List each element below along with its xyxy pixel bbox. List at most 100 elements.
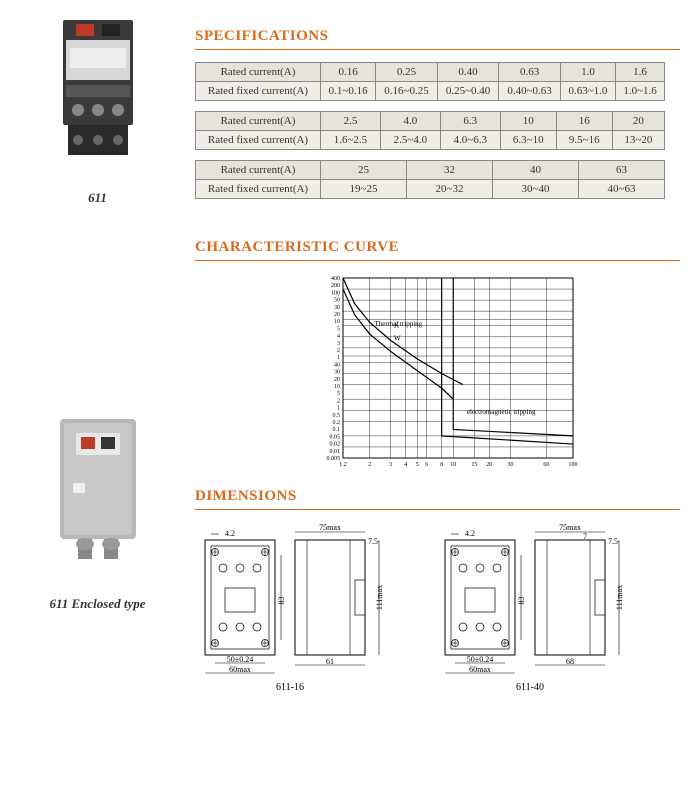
svg-text:7.5: 7.5 — [368, 537, 378, 546]
svg-text:2: 2 — [368, 462, 371, 468]
svg-text:75max: 75max — [319, 523, 341, 532]
svg-text:20: 20 — [334, 312, 340, 318]
svg-text:68: 68 — [566, 657, 574, 666]
svg-text:50±0.24: 50±0.24 — [227, 655, 253, 664]
heading-curve: CHARACTERISTIC CURVE — [195, 239, 680, 261]
spec-row-label: Rated current(A) — [196, 63, 321, 82]
spec-table: Rated current(A)0.160.250.400.631.01.6 Ra… — [195, 62, 665, 101]
svg-text:10: 10 — [450, 462, 456, 468]
svg-text:3: 3 — [389, 462, 392, 468]
spec-cell: 0.25 — [376, 63, 438, 82]
spec-cell: 0.1~0.16 — [321, 82, 376, 101]
spec-row-label: Rated fixed current(A) — [196, 131, 321, 150]
specifications-tables: Rated current(A)0.160.250.400.631.01.6Ra… — [195, 62, 680, 199]
spec-cell: 2.5~4.0 — [380, 131, 440, 150]
svg-text:4: 4 — [337, 334, 340, 340]
spec-row-label: Rated current(A) — [196, 112, 321, 131]
svg-text:5: 5 — [337, 326, 340, 332]
svg-text:1: 1 — [337, 355, 340, 361]
spec-cell: 30~40 — [493, 180, 579, 199]
spec-cell: 4.0 — [380, 112, 440, 131]
svg-text:0.1: 0.1 — [332, 427, 340, 433]
product-611-enclosed-label: 611 Enclosed type — [10, 596, 185, 612]
spec-cell: 10 — [500, 112, 556, 131]
spec-cell: 1.0 — [560, 63, 615, 82]
svg-text:50: 50 — [334, 298, 340, 304]
spec-row-label: Rated current(A) — [196, 161, 321, 180]
product-611-image — [48, 10, 148, 170]
dimensions-drawings: 4.28350±0.2460max75max7.5111max61611-164… — [195, 522, 665, 697]
svg-text:3: 3 — [337, 341, 340, 347]
spec-cell: 32 — [407, 161, 493, 180]
svg-text:111max: 111max — [375, 585, 384, 610]
svg-text:0.5: 0.5 — [332, 413, 340, 419]
product-611-label: 611 — [10, 190, 185, 206]
svg-text:0.05: 0.05 — [329, 434, 340, 440]
svg-text:5: 5 — [337, 391, 340, 397]
spec-cell: 0.63 — [499, 63, 561, 82]
svg-text:5: 5 — [415, 462, 418, 468]
svg-text:40: 40 — [334, 362, 340, 368]
svg-text:1: 1 — [337, 406, 340, 412]
spec-cell: 0.25~0.40 — [437, 82, 499, 101]
svg-text:W: W — [394, 334, 401, 342]
spec-cell: 9.5~16 — [556, 131, 612, 150]
svg-text:20: 20 — [334, 377, 340, 383]
spec-cell: 40 — [493, 161, 579, 180]
svg-text:111max: 111max — [615, 585, 624, 610]
spec-cell: 0.40~0.63 — [499, 82, 561, 101]
svg-text:83: 83 — [517, 597, 526, 605]
svg-text:61: 61 — [326, 657, 334, 666]
heading-specifications: SPECIFICATIONS — [195, 28, 680, 50]
svg-text:0.02: 0.02 — [329, 442, 340, 448]
svg-text:30: 30 — [334, 370, 340, 376]
spec-cell: 25 — [321, 161, 407, 180]
spec-table: Rated current(A)25324063 Rated fixed curr… — [195, 160, 665, 199]
spec-row-label: Rated fixed current(A) — [196, 82, 321, 101]
svg-text:electromagnetic tripping: electromagnetic tripping — [466, 408, 535, 416]
svg-text:0.2: 0.2 — [332, 420, 340, 426]
spec-table: Rated current(A)2.54.06.3101620 Rated fix… — [195, 111, 665, 150]
svg-text:400: 400 — [331, 276, 340, 282]
spec-cell: 0.40 — [437, 63, 499, 82]
svg-text:7: 7 — [583, 532, 587, 541]
svg-text:611-16: 611-16 — [276, 682, 304, 693]
svg-text:60max: 60max — [229, 665, 251, 674]
svg-text:50±0.24: 50±0.24 — [467, 655, 493, 664]
spec-cell: 1.6 — [616, 63, 665, 82]
svg-text:4: 4 — [404, 462, 407, 468]
spec-cell: 0.16 — [321, 63, 376, 82]
svg-text:100: 100 — [568, 462, 577, 468]
spec-cell: 20~32 — [407, 180, 493, 199]
svg-text:K: K — [394, 321, 399, 329]
spec-row-label: Rated fixed current(A) — [196, 180, 321, 199]
svg-text:15: 15 — [471, 462, 477, 468]
svg-text:0.005: 0.005 — [326, 456, 340, 462]
svg-text:10: 10 — [334, 319, 340, 325]
svg-text:4.2: 4.2 — [225, 529, 235, 538]
svg-text:4.2: 4.2 — [465, 529, 475, 538]
svg-text:7.5: 7.5 — [608, 537, 618, 546]
spec-cell: 63 — [579, 161, 665, 180]
spec-cell: 0.63~1.0 — [560, 82, 615, 101]
svg-text:83: 83 — [277, 597, 286, 605]
spec-cell: 16 — [556, 112, 612, 131]
svg-text:611-40: 611-40 — [516, 682, 544, 693]
spec-cell: 6.3 — [440, 112, 500, 131]
characteristic-curve-chart: 1.22345681015203060100400200100503020105… — [298, 273, 578, 473]
spec-cell: 20 — [612, 112, 664, 131]
svg-text:30: 30 — [334, 305, 340, 311]
spec-cell: 4.0~6.3 — [440, 131, 500, 150]
svg-text:1.2: 1.2 — [339, 462, 347, 468]
svg-text:60max: 60max — [469, 665, 491, 674]
svg-text:20: 20 — [486, 462, 492, 468]
spec-cell: 13~20 — [612, 131, 664, 150]
svg-text:10: 10 — [334, 384, 340, 390]
spec-cell: 40~63 — [579, 180, 665, 199]
svg-text:6: 6 — [425, 462, 428, 468]
svg-text:30: 30 — [507, 462, 513, 468]
spec-cell: 19~25 — [321, 180, 407, 199]
spec-cell: 2.5 — [321, 112, 381, 131]
svg-text:200: 200 — [331, 283, 340, 289]
spec-cell: 6.3~10 — [500, 131, 556, 150]
